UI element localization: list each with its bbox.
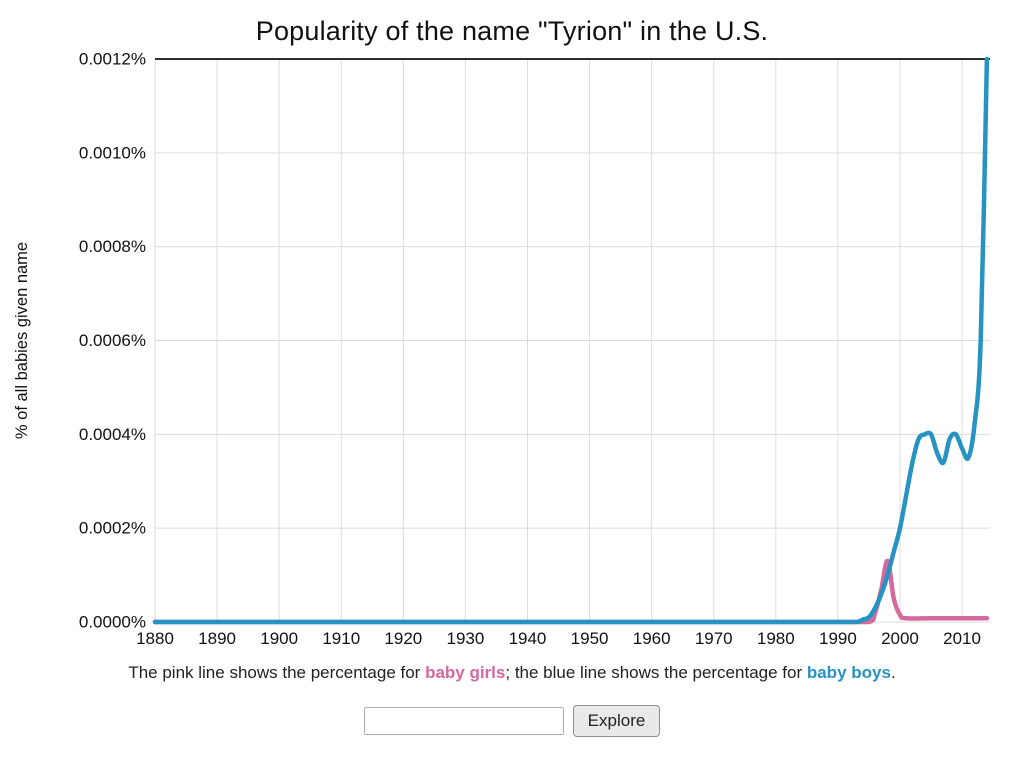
x-tick-label: 1990 <box>819 629 857 647</box>
y-tick-label: 0.0012% <box>79 50 146 69</box>
y-axis-label: % of all babies given name <box>13 242 31 439</box>
caption-mid: ; the blue line shows the percentage for <box>505 663 807 682</box>
caption-girls-label: baby girls <box>425 663 506 682</box>
name-search-input[interactable] <box>363 707 564 735</box>
x-tick-label: 1910 <box>322 629 360 647</box>
x-tick-label: 1880 <box>136 629 174 647</box>
x-tick-label: 2000 <box>881 629 919 647</box>
caption: The pink line shows the percentage for b… <box>0 663 1024 683</box>
popularity-chart-svg: 1880 1890 1900 1910 1920 1930 1940 1950 1960 1970… <box>13 50 990 648</box>
search-row: Explore <box>0 705 1024 737</box>
x-tick-label: 1930 <box>446 629 484 647</box>
x-tick-label: 1960 <box>633 629 671 647</box>
x-tick-label: 1900 <box>260 629 298 647</box>
x-tick-label: 2010 <box>943 629 981 647</box>
chart-container: 1880 1890 1900 1910 1920 1930 1940 1950 1960 1970… <box>0 47 1024 648</box>
y-tick-label: 0.0010% <box>79 143 146 162</box>
explore-button[interactable]: Explore <box>572 705 661 737</box>
x-tick-label: 1920 <box>384 629 422 647</box>
page-title: Popularity of the name "Tyrion" in the U… <box>255 16 769 46</box>
x-tick-label: 1890 <box>198 629 236 647</box>
x-tick-label: 1950 <box>571 629 609 647</box>
caption-prefix: The pink line shows the percentage for <box>128 663 426 682</box>
x-tick-label: 1940 <box>509 629 547 647</box>
series-line-baby-boys <box>152 56 990 625</box>
y-tick-label: 0.0000% <box>79 613 146 632</box>
series-line-baby-girls <box>152 558 990 625</box>
y-tick-label: 0.0006% <box>79 331 146 350</box>
y-tick-label: 0.0004% <box>79 425 146 444</box>
caption-suffix: . <box>890 663 896 682</box>
y-tick-label: 0.0008% <box>79 237 146 256</box>
x-tick-label: 1970 <box>695 629 733 647</box>
y-tick-label: 0.0002% <box>79 519 146 538</box>
x-tick-label: 1980 <box>757 629 795 647</box>
caption-boys-label: baby boys <box>806 663 891 682</box>
